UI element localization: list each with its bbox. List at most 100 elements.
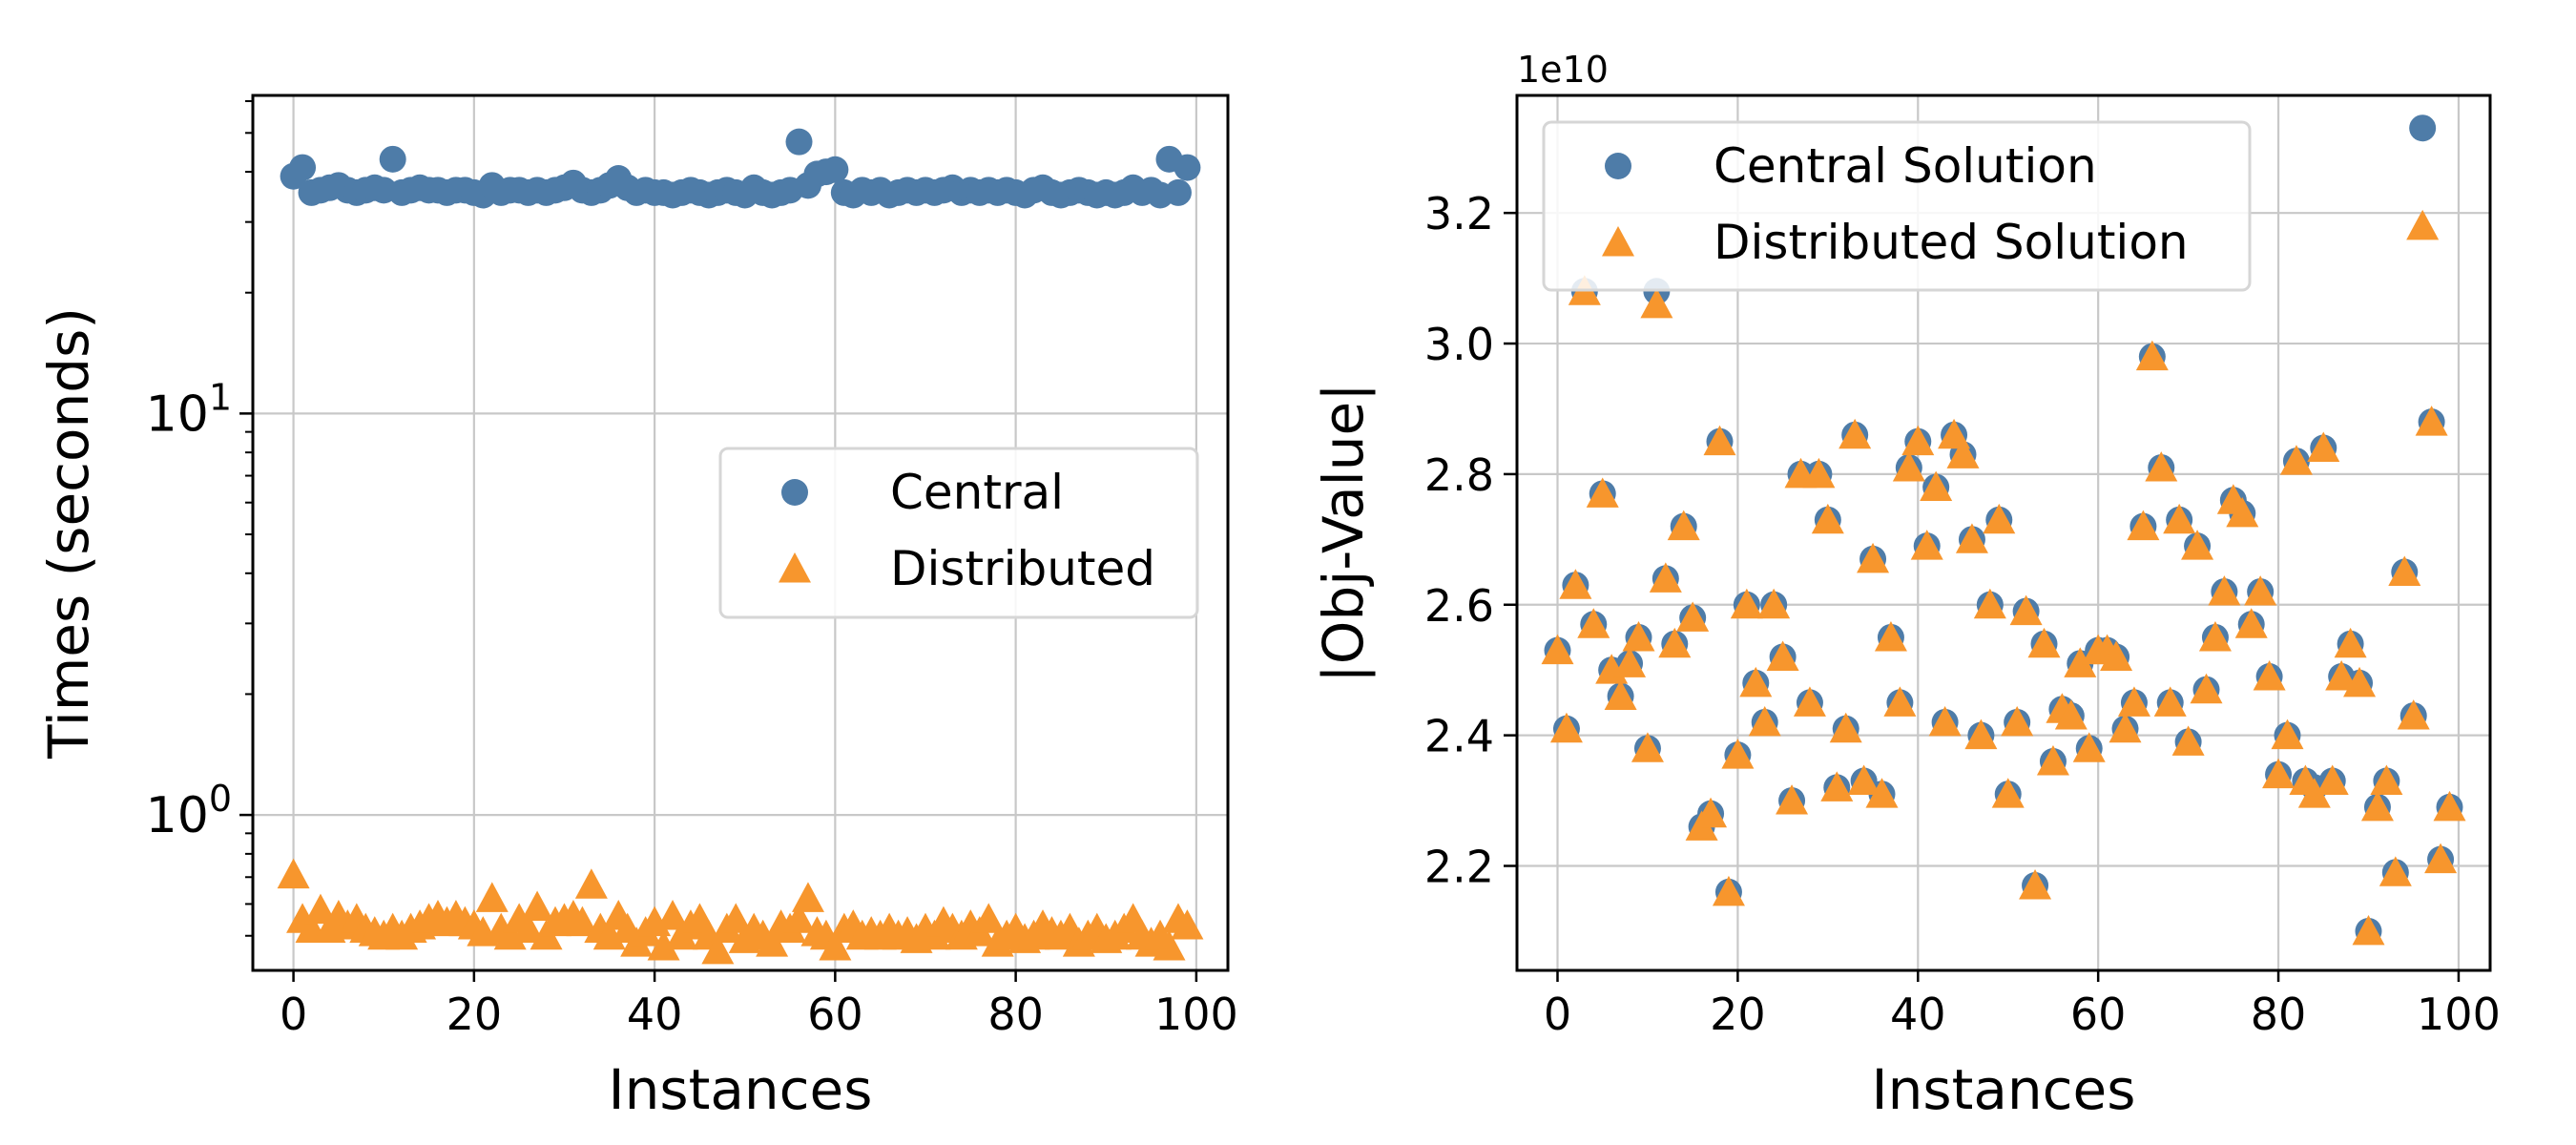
data-point bbox=[1658, 627, 1692, 658]
data-point bbox=[2198, 620, 2232, 652]
data-point bbox=[2109, 712, 2142, 743]
data-point bbox=[1171, 909, 1204, 940]
data-point bbox=[2370, 764, 2403, 795]
data-point bbox=[2153, 686, 2187, 717]
data-point bbox=[2409, 114, 2437, 142]
data-point bbox=[2334, 627, 2367, 658]
data-point bbox=[821, 156, 849, 183]
data-point bbox=[1703, 425, 1736, 456]
data-point bbox=[782, 903, 816, 933]
data-point bbox=[1766, 640, 1799, 671]
data-point bbox=[2360, 790, 2394, 822]
data-point bbox=[1541, 634, 1574, 665]
y-tick-label: 2.6 bbox=[1424, 580, 1494, 632]
data-point bbox=[2379, 856, 2412, 886]
data-point bbox=[475, 882, 509, 912]
y-tick-label: 2.2 bbox=[1424, 842, 1494, 893]
data-point bbox=[2163, 503, 2196, 534]
y-axis: 2.2 2.4 2.6 2.8 3.0 3.2 bbox=[1424, 188, 1517, 893]
data-point bbox=[1712, 875, 1745, 906]
data-point bbox=[1946, 438, 1980, 468]
axis-offset-text: 1e10 bbox=[1517, 49, 1609, 91]
data-point bbox=[1622, 620, 1655, 652]
data-point bbox=[1973, 588, 2006, 619]
data-point bbox=[1174, 154, 1201, 181]
data-point bbox=[2190, 673, 2223, 704]
data-point bbox=[1901, 425, 1935, 456]
data-point bbox=[2001, 705, 2034, 737]
data-point bbox=[2343, 666, 2377, 697]
data-point bbox=[1955, 523, 1988, 553]
data-point bbox=[1153, 930, 1186, 961]
data-point bbox=[1910, 530, 1943, 560]
legend-marker-triangle bbox=[1602, 226, 1634, 257]
x-tick-label: 40 bbox=[1890, 989, 1946, 1040]
data-point bbox=[1739, 666, 1773, 697]
data-point bbox=[2027, 627, 2061, 658]
data-point bbox=[2406, 209, 2440, 240]
data-point bbox=[819, 930, 852, 961]
x-axis-label: Instances bbox=[609, 1057, 873, 1122]
data-point bbox=[785, 128, 813, 156]
series-distributed-solution bbox=[1541, 209, 2466, 946]
data-point bbox=[289, 154, 317, 181]
data-point bbox=[1839, 418, 1872, 449]
x-tick-label: 0 bbox=[1544, 989, 1571, 1040]
plot-frame bbox=[251, 94, 1230, 972]
data-point bbox=[1676, 601, 1710, 632]
data-point bbox=[1613, 647, 1647, 677]
data-point bbox=[1820, 771, 1854, 802]
y-tick-label: 101 bbox=[146, 376, 232, 443]
legend-box bbox=[1542, 120, 2252, 292]
data-point bbox=[2072, 732, 2106, 762]
data-point bbox=[2415, 406, 2448, 436]
data-point bbox=[1559, 569, 1592, 599]
data-point bbox=[521, 890, 554, 921]
data-point bbox=[2181, 530, 2214, 560]
data-point bbox=[701, 933, 735, 965]
legend-label: Central bbox=[890, 465, 1064, 520]
data-point bbox=[574, 868, 608, 899]
data-point bbox=[972, 903, 1006, 933]
x-tick-label: 80 bbox=[2251, 989, 2307, 1040]
data-point bbox=[2208, 575, 2241, 606]
data-point bbox=[1721, 739, 1755, 769]
data-point bbox=[2054, 699, 2088, 730]
data-point bbox=[2388, 555, 2421, 587]
data-point bbox=[1892, 451, 1925, 482]
data-point bbox=[1829, 712, 1862, 743]
data-point bbox=[1865, 778, 1899, 808]
y-tick-label: 3.2 bbox=[1424, 188, 1494, 239]
data-point bbox=[1757, 588, 1791, 619]
x-tick-label: 20 bbox=[447, 989, 503, 1040]
data-point bbox=[2234, 608, 2268, 638]
series-distributed bbox=[277, 858, 1204, 965]
legend: Central Solution Distributed Solution bbox=[1542, 120, 2252, 292]
data-point bbox=[2244, 575, 2277, 606]
data-point bbox=[2036, 745, 2069, 776]
x-tick-label: 40 bbox=[627, 989, 683, 1040]
data-point bbox=[2325, 660, 2358, 691]
data-point bbox=[2117, 686, 2150, 717]
y-axis: 100 101 bbox=[146, 376, 253, 844]
data-point bbox=[1811, 503, 1844, 534]
data-point bbox=[1549, 712, 1583, 743]
data-point bbox=[2100, 640, 2133, 671]
data-point bbox=[2009, 594, 2043, 626]
data-point bbox=[1694, 797, 1728, 828]
data-point bbox=[2397, 699, 2430, 730]
data-point bbox=[2297, 778, 2331, 808]
data-point bbox=[1964, 718, 1998, 750]
data-point bbox=[1748, 705, 1781, 737]
data-point bbox=[2064, 647, 2097, 677]
data-point bbox=[1793, 686, 1826, 717]
x-tick-label: 0 bbox=[280, 989, 307, 1040]
data-point bbox=[1640, 287, 1673, 319]
legend: Central Distributed bbox=[718, 447, 1199, 619]
y-axis-label: Times (seconds) bbox=[36, 307, 101, 760]
x-axis: 0 20 40 60 80 100 bbox=[280, 970, 1238, 1040]
data-point bbox=[1649, 562, 1682, 593]
y-tick-label: 2.8 bbox=[1424, 449, 1494, 501]
x-tick-label: 20 bbox=[1710, 989, 1766, 1040]
data-point bbox=[2424, 843, 2458, 874]
